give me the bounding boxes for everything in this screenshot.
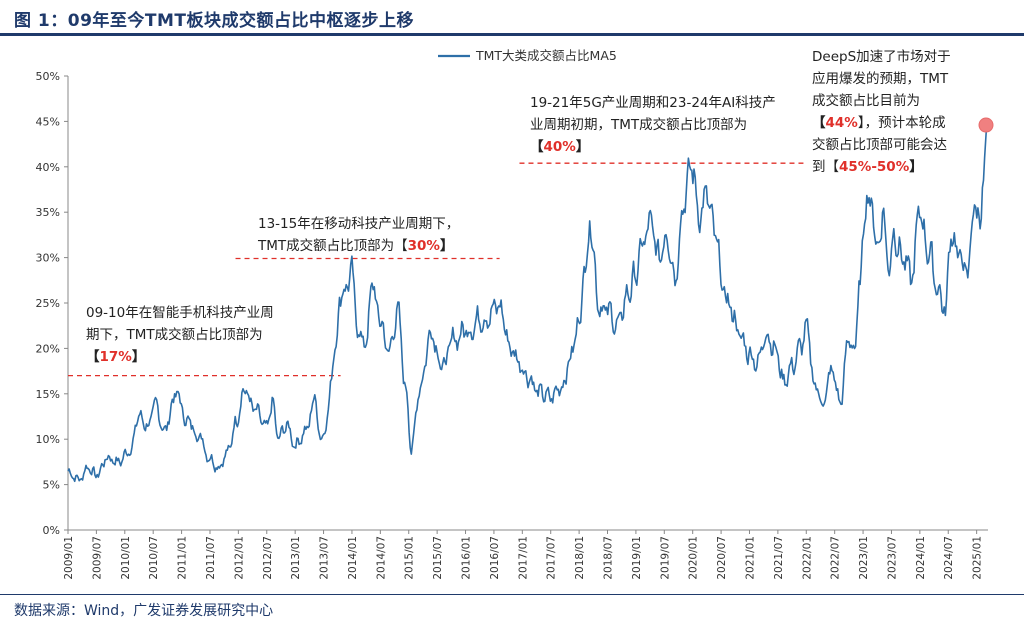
x-tick-label: 2019/07 (659, 536, 671, 580)
x-tick-label: 2013/07 (319, 536, 331, 580)
annotation-2009-2010: 09-10年在智能手机科技产业周 期下，TMT成交额占比顶部为 【17%】 (86, 302, 274, 368)
annotation-line: 应用爆发的预期，TMT (812, 71, 949, 87)
line-chart: TMT大类成交额占比MA5 2009/01 2009/07 2010/01 2010/… (36, 48, 994, 580)
x-tick-label: 2013/01 (290, 536, 302, 580)
x-tick-label: 2025/01 (972, 536, 984, 580)
annotation-line: TMT成交额占比顶部为【30%】 (258, 235, 459, 257)
annotation-line: 【17%】 (86, 346, 274, 368)
legend: TMT大类成交额占比MA5 (438, 48, 617, 63)
x-tick-label: 2024/01 (915, 536, 927, 580)
y-tick-label: 25% (36, 297, 60, 310)
annotation-line: 【44%】，预计本轮成 (812, 112, 951, 134)
x-tick-label: 2023/07 (886, 536, 898, 580)
annotation-line: DeepS加速了市场对于 (812, 49, 951, 65)
annotation-line: 13-15年在移动科技产业周期下， (258, 216, 460, 232)
annotation-text: 】，预计本轮成 (857, 115, 946, 131)
y-tick-label: 45% (36, 115, 60, 128)
x-tick-label: 2020/07 (716, 536, 728, 580)
x-tick-label: 2015/01 (404, 536, 416, 580)
x-tick-label: 2015/07 (432, 536, 444, 580)
peak-value-17: 17% (99, 349, 132, 365)
y-tick-label: 40% (36, 161, 60, 174)
reference-lines (68, 162, 804, 377)
x-tick-label: 2011/07 (205, 536, 217, 580)
annotation-2013-2015: 13-15年在移动科技产业周期下， TMT成交额占比顶部为【30%】 (258, 213, 459, 257)
y-tick-label: 50% (36, 70, 60, 83)
x-tick-label: 2009/01 (63, 536, 75, 580)
y-tick-label: 5% (43, 479, 60, 492)
y-axis-ticks: 0% 5% 10% 15% 20% 25% 30% 35% 40% 45% 50% (36, 70, 68, 537)
x-tick-label: 2021/07 (773, 536, 785, 580)
series-line-tmt-ma5 (67, 120, 989, 483)
annotation-line: 09-10年在智能手机科技产业周 (86, 305, 274, 321)
x-tick-label: 2022/07 (830, 536, 842, 580)
x-tick-label: 2023/01 (858, 536, 870, 580)
current-value-44: 44% (825, 115, 858, 131)
x-tick-label: 2024/07 (943, 536, 955, 580)
x-tick-label: 2010/07 (148, 536, 160, 580)
y-tick-label: 20% (36, 342, 60, 355)
annotation-2019-2021: 19-21年5G产业周期和23-24年AI科技产 业周期初期，TMT成交额占比顶… (530, 92, 776, 158)
forecast-range: 45%-50% (839, 159, 910, 175)
x-tick-label: 2018/07 (603, 536, 615, 580)
y-tick-label: 35% (36, 206, 60, 219)
x-axis-ticks: 2009/01 2009/07 2010/01 2010/07 2011/01 2011/… (63, 530, 984, 580)
annotation-line: 成交额占比目前为 (812, 93, 920, 109)
figure-title: 图 1：09年至今TMT板块成交额占比中枢逐步上移 (14, 11, 415, 31)
legend-label: TMT大类成交额占比MA5 (475, 48, 617, 63)
x-tick-label: 2019/01 (631, 536, 643, 580)
y-tick-label: 0% (43, 524, 60, 537)
annotation-line: 业周期初期，TMT成交额占比顶部为 (530, 117, 748, 133)
x-tick-label: 2020/01 (688, 536, 700, 580)
annotation-deepseek: DeepS加速了市场对于 应用爆发的预期，TMT 成交额占比目前为 【44%】，… (812, 46, 951, 178)
x-tick-label: 2014/07 (375, 536, 387, 580)
annotation-line: 【40%】 (530, 136, 776, 158)
bracket: 】 (439, 238, 454, 254)
annotation-line: 交额占比顶部可能会达 (812, 137, 947, 153)
bracket: 【 (812, 115, 826, 131)
x-tick-label: 2021/01 (744, 536, 756, 580)
annotation-line: 到【45%-50%】 (812, 156, 951, 178)
x-tick-label: 2009/07 (91, 536, 103, 580)
bracket: 【 (86, 349, 100, 365)
x-tick-label: 2016/01 (461, 536, 473, 580)
x-tick-label: 2022/01 (801, 536, 813, 580)
annotation-line: 期下，TMT成交额占比顶部为 (86, 327, 263, 343)
peak-value-40: 40% (543, 139, 576, 155)
bracket: 】 (131, 349, 146, 365)
current-value-marker (978, 117, 994, 133)
y-tick-label: 30% (36, 252, 60, 265)
annotation-text: TMT成交额占比顶部为【 (258, 238, 408, 254)
peak-value-30: 30% (407, 238, 440, 254)
x-tick-label: 2012/01 (233, 536, 245, 580)
source-rule (0, 594, 1024, 595)
annotation-text: 到【 (812, 159, 839, 175)
bracket: 【 (530, 139, 544, 155)
bracket: 】 (909, 159, 923, 175)
series-layer (67, 117, 994, 483)
x-tick-label: 2017/07 (546, 536, 558, 580)
x-tick-label: 2010/01 (120, 536, 132, 580)
y-tick-label: 10% (36, 433, 60, 446)
x-tick-label: 2014/01 (347, 536, 359, 580)
source-note: 数据来源：Wind，广发证券发展研究中心 (14, 603, 274, 619)
y-tick-label: 15% (36, 388, 60, 401)
x-tick-label: 2011/01 (177, 536, 189, 580)
annotation-line: 19-21年5G产业周期和23-24年AI科技产 (530, 95, 776, 111)
title-rule (0, 33, 1024, 36)
x-tick-label: 2012/07 (262, 536, 274, 580)
x-tick-label: 2017/01 (517, 536, 529, 580)
x-tick-label: 2016/07 (489, 536, 501, 580)
bracket: 】 (575, 139, 590, 155)
x-tick-label: 2018/01 (574, 536, 586, 580)
